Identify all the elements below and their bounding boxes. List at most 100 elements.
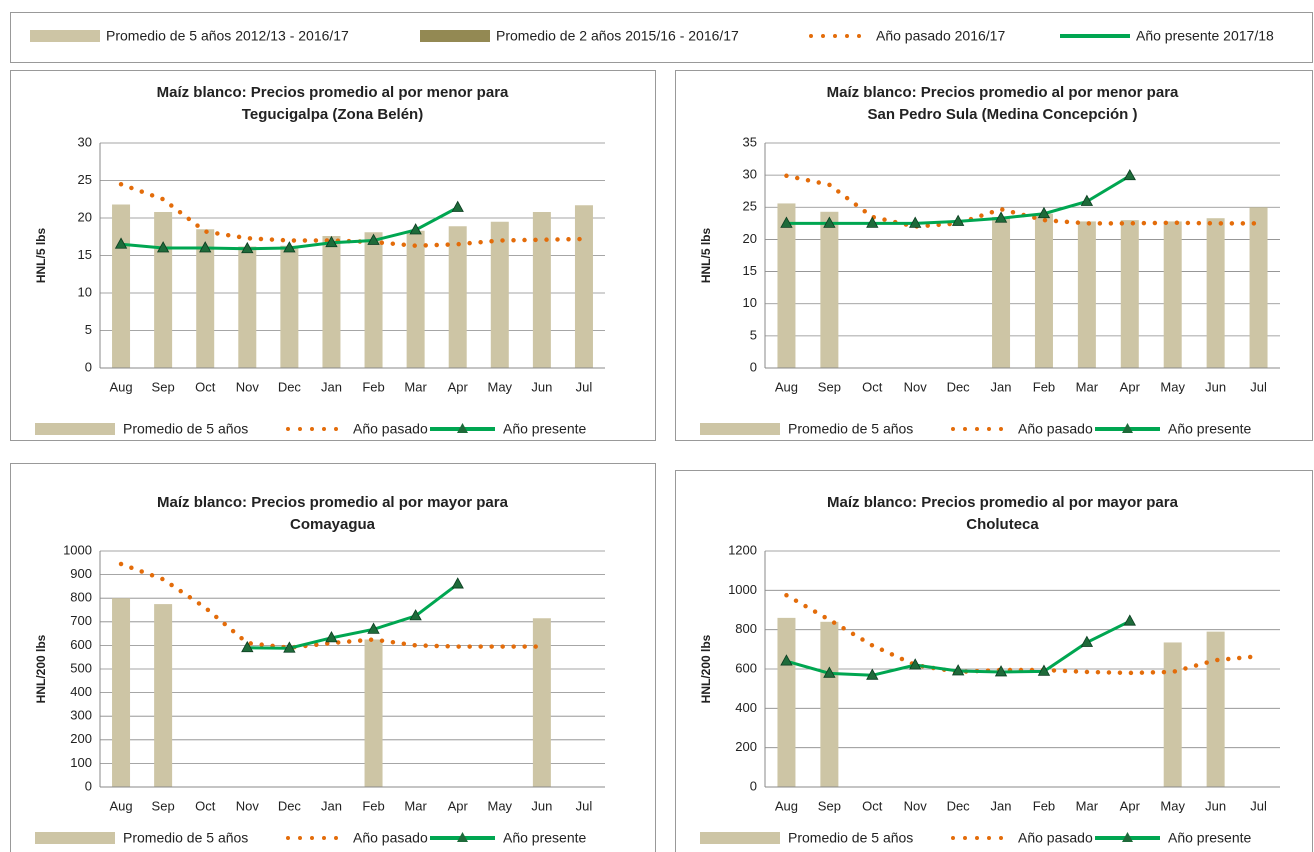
legend-label: Año pasado 2016/17: [876, 28, 1005, 44]
y-tick-label: 1000: [63, 542, 92, 557]
y-axis-label: HNL/5 lbs: [699, 228, 713, 284]
x-tick-label: Nov: [904, 379, 928, 394]
bar: [448, 226, 467, 368]
x-tick-label: Jan: [991, 798, 1012, 813]
marker: [909, 216, 922, 228]
chart-title: Comayagua: [290, 516, 376, 533]
chart-title: Tegucigalpa (Zona Belén): [242, 106, 423, 123]
x-tick-label: Apr: [1120, 798, 1141, 813]
x-tick-label: May: [488, 798, 513, 813]
x-tick-label: Aug: [775, 379, 798, 394]
chart-title: Maíz blanco: Precios promedio al por may…: [157, 494, 509, 511]
x-tick-label: Jun: [531, 379, 552, 394]
y-tick-label: 5: [85, 322, 92, 337]
legend-label: Año presente: [503, 830, 586, 846]
x-tick-label: Oct: [862, 379, 883, 394]
marker: [1123, 168, 1136, 181]
bar: [1163, 221, 1182, 368]
y-tick-label: 0: [85, 778, 92, 793]
marker: [1037, 664, 1051, 676]
panel-frame: [675, 470, 1313, 852]
y-tick-label: 0: [750, 778, 757, 793]
marker: [367, 622, 380, 634]
bar: [532, 212, 551, 368]
y-tick-label: 10: [78, 284, 92, 299]
y-axis-label: HNL/200 lbs: [34, 634, 48, 703]
legend-label: Promedio de 5 años: [788, 830, 913, 846]
legend-swatch: [35, 423, 115, 435]
x-tick-label: Nov: [236, 798, 260, 813]
marker: [1123, 614, 1136, 626]
chart-title: Maíz blanco: Precios promedio al por men…: [157, 84, 509, 101]
bar: [154, 212, 173, 368]
legend-label: Año pasado: [353, 830, 428, 846]
y-tick-label: 100: [70, 755, 92, 770]
bar: [992, 216, 1011, 368]
x-tick-label: Oct: [195, 798, 216, 813]
legend-swatch: [30, 30, 100, 42]
x-tick-label: Aug: [775, 798, 798, 813]
y-tick-label: 30: [743, 167, 757, 182]
marker: [909, 658, 922, 670]
bar: [490, 221, 509, 368]
x-tick-label: Sep: [818, 379, 841, 394]
marker: [114, 237, 128, 249]
x-tick-label: Jul: [1250, 798, 1267, 813]
marker: [866, 668, 879, 680]
marker: [241, 640, 254, 653]
legend-label: Año presente: [503, 421, 586, 437]
y-tick-label: 200: [70, 731, 92, 746]
y-tick-label: 20: [743, 231, 757, 246]
x-tick-label: Nov: [904, 798, 928, 813]
marker: [451, 577, 464, 589]
y-tick-label: 900: [70, 566, 92, 581]
chart-title: Maíz blanco: Precios promedio al por may…: [827, 494, 1179, 511]
y-tick-label: 800: [735, 621, 757, 636]
marker: [1080, 194, 1094, 206]
x-tick-label: Feb: [362, 379, 384, 394]
bar: [1120, 220, 1139, 368]
x-tick-label: May: [1160, 798, 1185, 813]
chart-title: Maíz blanco: Precios promedio al por men…: [827, 84, 1179, 101]
x-tick-label: Feb: [1033, 379, 1055, 394]
y-tick-label: 700: [70, 613, 92, 628]
panel-frame: [10, 463, 656, 852]
legend-label: Año pasado: [1018, 830, 1093, 846]
marker: [823, 216, 836, 228]
x-tick-label: Sep: [818, 798, 841, 813]
x-tick-label: Sep: [152, 379, 175, 394]
marker: [367, 233, 380, 245]
marker: [951, 214, 965, 226]
y-tick-label: 400: [70, 684, 92, 699]
y-tick-label: 0: [85, 359, 92, 374]
legend-label: Promedio de 2 años 2015/16 - 2016/17: [496, 28, 739, 44]
marker: [823, 666, 836, 678]
bar: [777, 203, 796, 368]
bar: [112, 598, 131, 787]
y-tick-label: 15: [743, 263, 757, 278]
y-tick-label: 1000: [728, 582, 757, 597]
bar: [574, 205, 593, 368]
y-tick-label: 800: [70, 590, 92, 605]
x-tick-label: Apr: [448, 798, 469, 813]
y-tick-label: 500: [70, 660, 92, 675]
x-tick-label: Apr: [448, 379, 469, 394]
x-tick-label: Aug: [109, 379, 132, 394]
bar: [154, 604, 173, 787]
x-tick-label: Mar: [1076, 798, 1099, 813]
legend-label: Promedio de 5 años: [788, 421, 913, 437]
x-tick-label: Mar: [404, 798, 427, 813]
bar: [406, 230, 425, 368]
x-tick-label: Mar: [404, 379, 427, 394]
x-tick-label: Aug: [109, 798, 132, 813]
y-tick-label: 300: [70, 708, 92, 723]
x-tick-label: Jun: [531, 798, 552, 813]
x-tick-label: Dec: [947, 798, 971, 813]
x-tick-label: Jun: [1205, 379, 1226, 394]
bar: [532, 618, 551, 787]
y-tick-label: 5: [750, 327, 757, 342]
bar: [364, 639, 383, 787]
x-tick-label: Jun: [1205, 798, 1226, 813]
marker: [409, 223, 422, 235]
bar: [1206, 631, 1225, 787]
